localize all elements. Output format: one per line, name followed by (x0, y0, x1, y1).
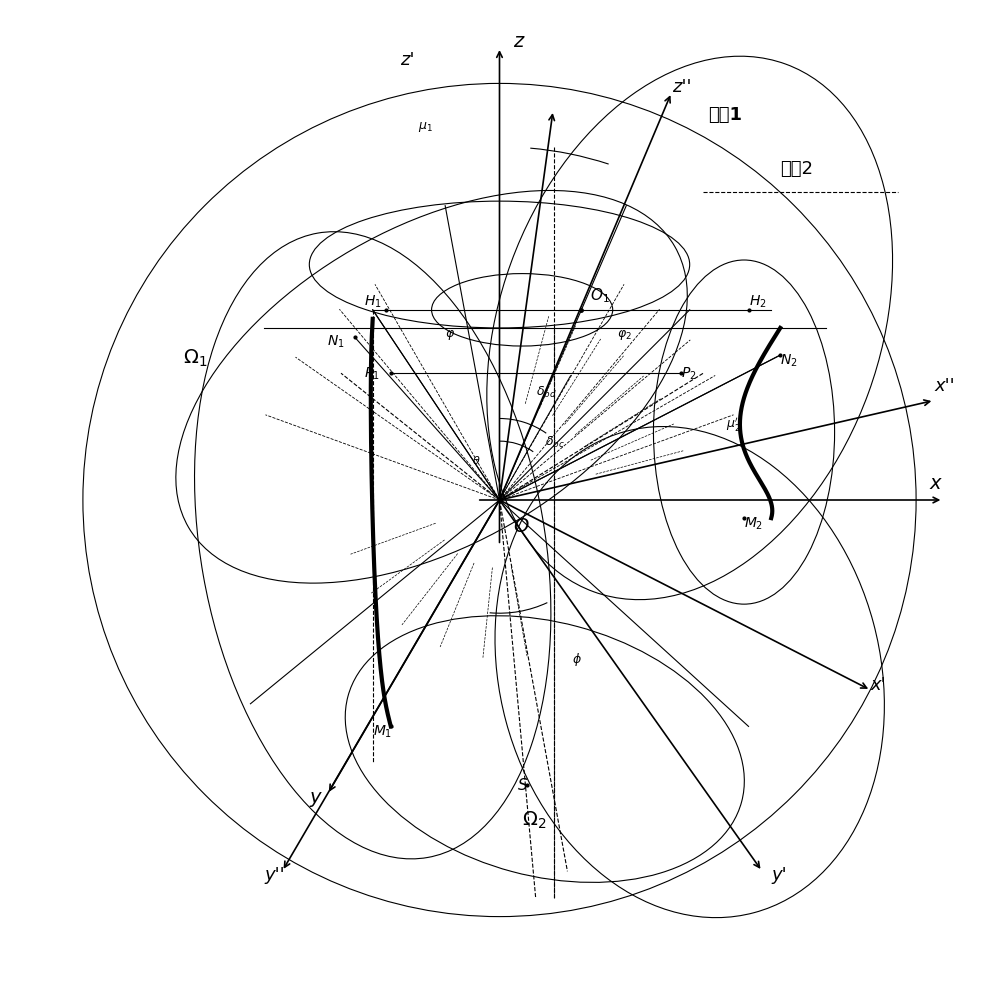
Text: $N_1$: $N_1$ (328, 334, 345, 350)
Text: y: y (310, 788, 321, 807)
Text: $\phi$: $\phi$ (572, 651, 581, 668)
Text: $\mu_1$: $\mu_1$ (418, 120, 433, 134)
Text: $M_2$: $M_2$ (744, 515, 763, 532)
Text: S: S (517, 778, 527, 793)
Text: y'': y'' (264, 866, 285, 884)
Text: 基锥1: 基锥1 (708, 106, 742, 124)
Text: x: x (930, 474, 941, 493)
Text: y': y' (771, 866, 787, 884)
Text: $H_1$: $H_1$ (364, 293, 382, 310)
Text: z'': z'' (671, 78, 691, 96)
Text: $\delta_{bc}$: $\delta_{bc}$ (544, 435, 564, 450)
Text: z': z' (400, 51, 415, 69)
Text: $\varphi_2$: $\varphi_2$ (617, 328, 632, 342)
Text: $\Omega_2$: $\Omega_2$ (522, 810, 546, 831)
Text: z: z (513, 32, 523, 51)
Text: $\delta_{bd}$: $\delta_{bd}$ (535, 385, 556, 400)
Text: $\Omega_1$: $\Omega_1$ (183, 348, 207, 369)
Text: $\varphi$: $\varphi$ (446, 328, 456, 342)
Text: $P_1$: $P_1$ (364, 366, 380, 382)
Text: $\mu_2'$: $\mu_2'$ (726, 415, 740, 433)
Text: x': x' (871, 676, 886, 694)
Text: $N_2$: $N_2$ (780, 352, 798, 369)
Text: 基锥2: 基锥2 (780, 160, 813, 178)
Text: O: O (513, 517, 528, 536)
Text: $M_1$: $M_1$ (373, 723, 392, 740)
Text: x'': x'' (934, 377, 955, 395)
Text: $\theta$: $\theta$ (473, 454, 481, 466)
Text: $O_1$: $O_1$ (590, 287, 609, 305)
Text: $P_2$: $P_2$ (680, 366, 696, 382)
Text: $H_2$: $H_2$ (748, 293, 766, 310)
